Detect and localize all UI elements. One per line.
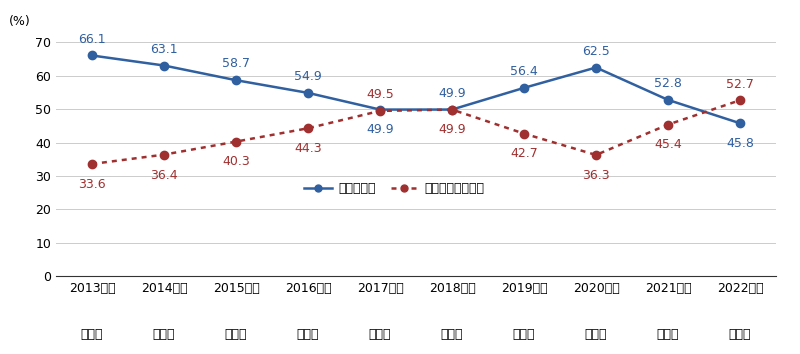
Text: 52.7: 52.7 bbox=[726, 78, 754, 91]
Text: 下半期: 下半期 bbox=[225, 327, 247, 341]
Text: 49.9: 49.9 bbox=[438, 124, 466, 136]
Text: 下半期: 下半期 bbox=[81, 327, 103, 341]
Text: 下半期: 下半期 bbox=[729, 327, 751, 341]
Text: 52.8: 52.8 bbox=[654, 77, 682, 90]
Text: 36.3: 36.3 bbox=[582, 169, 610, 182]
Text: 下半期: 下半期 bbox=[153, 327, 175, 341]
Text: 下半期: 下半期 bbox=[441, 327, 463, 341]
Text: (%): (%) bbox=[10, 16, 31, 28]
Text: 下半期: 下半期 bbox=[369, 327, 391, 341]
Text: 下半期: 下半期 bbox=[297, 327, 319, 341]
Text: 66.1: 66.1 bbox=[78, 33, 106, 46]
Text: 42.7: 42.7 bbox=[510, 148, 538, 160]
Text: 49.5: 49.5 bbox=[366, 88, 394, 101]
Text: 62.5: 62.5 bbox=[582, 45, 610, 58]
Text: 下半期: 下半期 bbox=[657, 327, 679, 341]
Text: 58.7: 58.7 bbox=[222, 57, 250, 70]
Text: 44.3: 44.3 bbox=[294, 142, 322, 155]
Text: 56.4: 56.4 bbox=[510, 65, 538, 78]
Text: 45.4: 45.4 bbox=[654, 138, 682, 152]
Text: 54.9: 54.9 bbox=[294, 70, 322, 83]
Text: 49.9: 49.9 bbox=[438, 87, 466, 100]
Text: 45.8: 45.8 bbox=[726, 137, 754, 150]
Legend: 確保できた, 確保できなかった: 確保できた, 確保できなかった bbox=[299, 177, 490, 200]
Text: 33.6: 33.6 bbox=[78, 178, 106, 191]
Text: 49.9: 49.9 bbox=[366, 124, 394, 136]
Text: 40.3: 40.3 bbox=[222, 155, 250, 169]
Text: 下半期: 下半期 bbox=[513, 327, 535, 341]
Text: 36.4: 36.4 bbox=[150, 169, 178, 182]
Text: 63.1: 63.1 bbox=[150, 43, 178, 56]
Text: 下半期: 下半期 bbox=[585, 327, 607, 341]
